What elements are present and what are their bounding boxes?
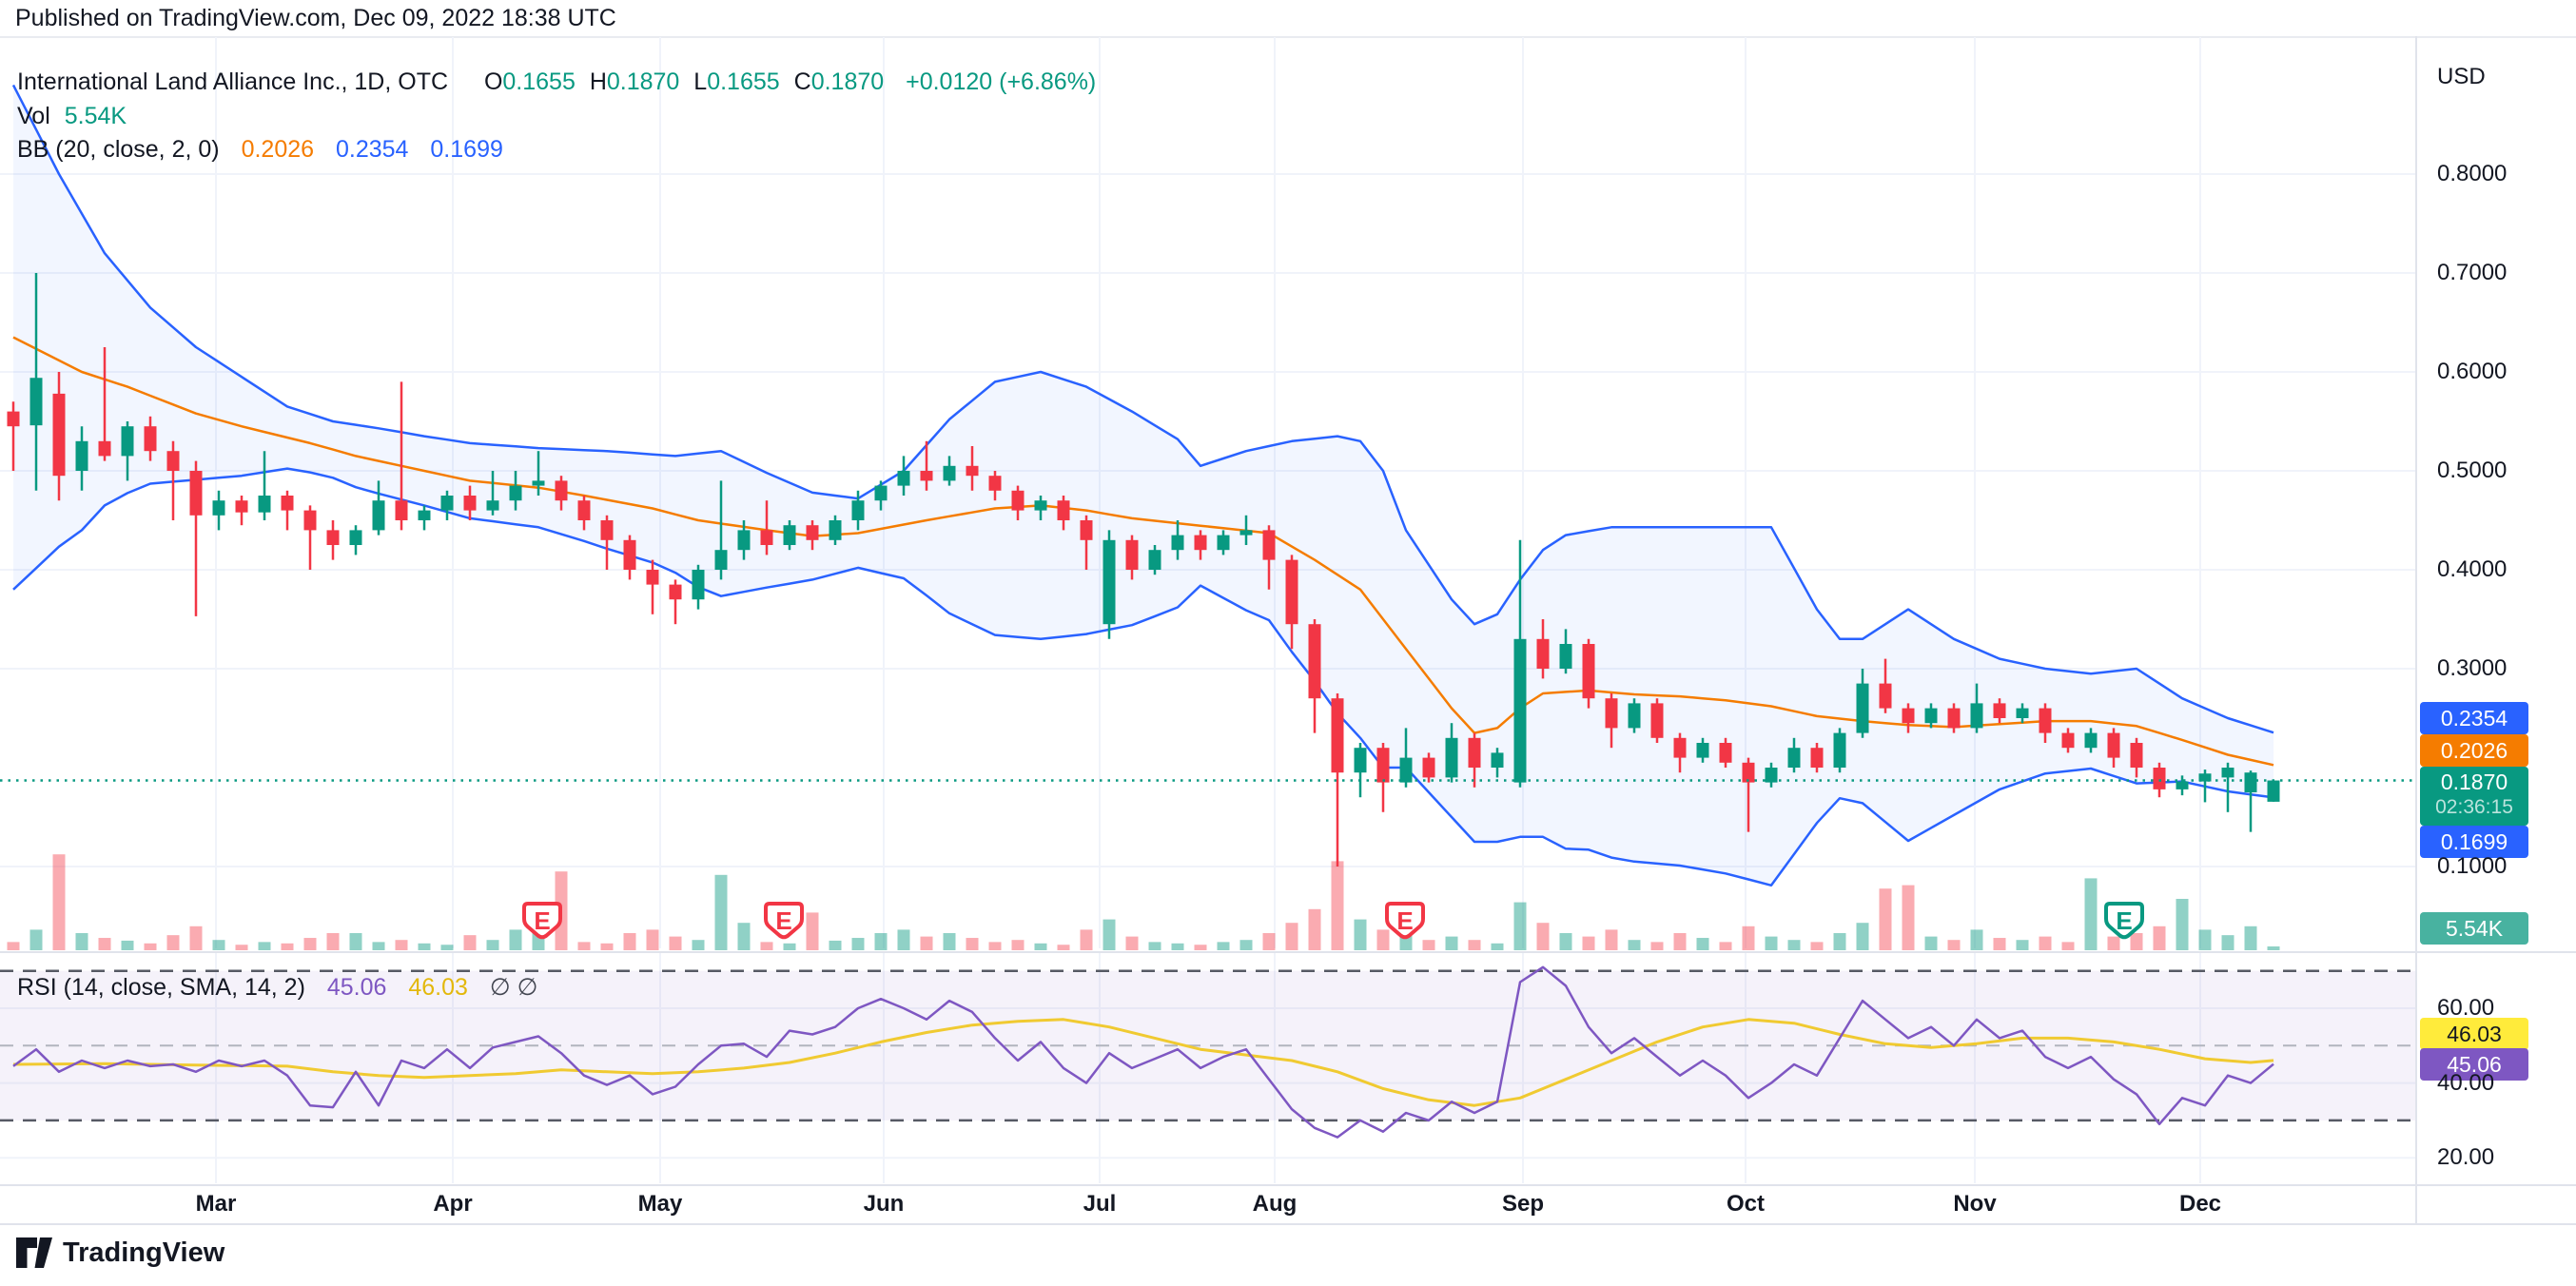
- bb-basis-badge: 0.2026: [2420, 734, 2528, 767]
- ohlc-close-value: 0.1870: [810, 68, 885, 95]
- published-text: Published on TradingView.com, Dec 09, 20…: [15, 5, 616, 31]
- bb-lower-value: 0.1699: [430, 136, 503, 163]
- volume-value: 5.54K: [64, 103, 127, 129]
- month-label: Apr: [433, 1191, 473, 1217]
- bb-legend-row: BB (20, close, 2, 0) 0.2026 0.2354 0.169…: [17, 134, 503, 165]
- svg-text:E: E: [2116, 906, 2132, 935]
- symbol-title: International Land Alliance Inc., 1D, OT…: [17, 68, 449, 95]
- month-label: Jun: [863, 1191, 905, 1217]
- rsi-tick-label: 60.00: [2437, 995, 2495, 1021]
- month-label: Sep: [1501, 1191, 1545, 1217]
- volume-legend-row: Vol 5.54K: [17, 101, 127, 131]
- ohlc-low-value: 0.1655: [707, 68, 780, 95]
- svg-text:E: E: [1396, 906, 1413, 935]
- earnings-reported-icon[interactable]: E: [522, 902, 562, 940]
- price-tick-label: 0.4000: [2437, 556, 2508, 582]
- pane-separators: [0, 36, 2576, 1225]
- rsi-pane: [0, 965, 2416, 1139]
- rsi-sma-value: 46.03: [408, 974, 468, 1001]
- last-price-value: 0.1870: [2440, 770, 2508, 794]
- bb-upper-value: 0.2354: [335, 136, 409, 163]
- bb-label: BB (20, close, 2, 0): [17, 136, 220, 163]
- price-tick-label: 0.1000: [2437, 853, 2508, 879]
- ohlc-close-key: C: [793, 68, 811, 95]
- earnings-reported-icon[interactable]: E: [764, 902, 804, 940]
- rsi-label: RSI (14, close, SMA, 14, 2): [17, 974, 305, 1001]
- svg-text:E: E: [534, 906, 550, 935]
- volume-badge: 5.54K: [2420, 912, 2528, 945]
- ohlc-open-key: O: [483, 68, 503, 95]
- tradingview-logo-icon: [16, 1237, 52, 1268]
- earnings-reported-icon[interactable]: E: [1385, 902, 1425, 940]
- bb-upper-badge: 0.2354: [2420, 702, 2528, 734]
- bollinger-bands: [11, 84, 2274, 887]
- month-label: Aug: [1252, 1191, 1298, 1217]
- rsi-empty-set-icons: ∅ ∅: [489, 974, 538, 1001]
- rsi-badge: 45.06: [2420, 1048, 2528, 1081]
- price-tick-label: 0.8000: [2437, 161, 2508, 186]
- price-tick-label: 0.3000: [2437, 655, 2508, 681]
- ohlc-high-key: H: [589, 68, 607, 95]
- published-header: Published on TradingView.com, Dec 09, 20…: [0, 0, 2576, 38]
- rsi-sma-badge: 46.03: [2420, 1018, 2528, 1050]
- ohlc-low-key: L: [693, 68, 708, 95]
- month-label: Nov: [1953, 1191, 1997, 1217]
- rsi-value: 45.06: [326, 974, 387, 1001]
- month-label: May: [637, 1191, 683, 1217]
- tradingview-logo-text: TradingView: [63, 1237, 225, 1268]
- time-axis[interactable]: [0, 1184, 2416, 1223]
- volume-label: Vol: [17, 103, 50, 129]
- price-tick-label: 0.5000: [2437, 458, 2508, 483]
- month-label: Mar: [195, 1191, 237, 1217]
- svg-text:E: E: [775, 906, 791, 935]
- month-label: Jul: [1083, 1191, 1117, 1217]
- bb-basis-value: 0.2026: [241, 136, 315, 163]
- ohlc-high-value: 0.1870: [606, 68, 680, 95]
- last-price-badge: 0.1870 02:36:15: [2420, 767, 2528, 826]
- bar-countdown: 02:36:15: [2435, 796, 2513, 818]
- tradingview-logo[interactable]: TradingView: [15, 1234, 224, 1272]
- ohlc-open-value: 0.1655: [502, 68, 576, 95]
- rsi-tick-label: 40.00: [2437, 1069, 2495, 1096]
- candles: [7, 273, 2280, 867]
- rsi-legend-row: RSI (14, close, SMA, 14, 2) 45.06 46.03 …: [17, 972, 537, 1003]
- month-label: Dec: [2178, 1191, 2222, 1217]
- symbol-legend-row: International Land Alliance Inc., 1D, OT…: [17, 67, 1096, 97]
- change-value: +0.0120 (+6.86%): [906, 68, 1097, 95]
- currency-label: USD: [2437, 64, 2486, 89]
- earnings-upcoming-icon[interactable]: E: [2104, 902, 2144, 940]
- rsi-tick-label: 20.00: [2437, 1144, 2495, 1171]
- price-tick-label: 0.7000: [2437, 260, 2508, 285]
- bb-lower-badge: 0.1699: [2420, 826, 2528, 858]
- month-label: Oct: [1726, 1191, 1766, 1217]
- volume-bars: [7, 854, 2280, 950]
- price-tick-label: 0.6000: [2437, 359, 2508, 384]
